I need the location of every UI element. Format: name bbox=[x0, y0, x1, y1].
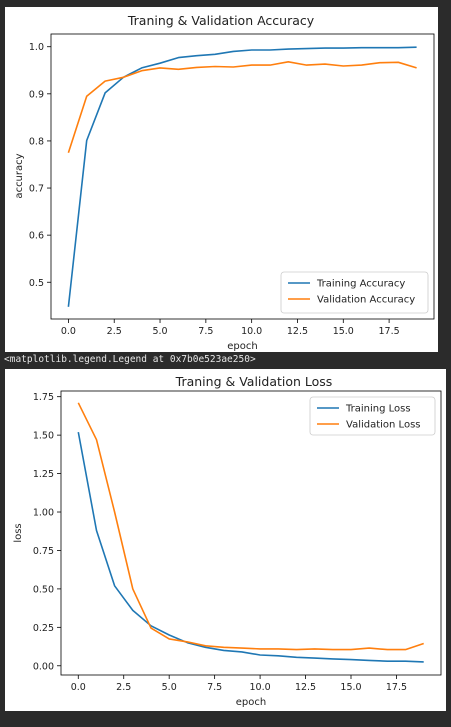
y-tick-label: 0.8 bbox=[29, 136, 44, 147]
x-tick-label: 7.5 bbox=[207, 682, 222, 693]
y-axis-label: accuracy bbox=[14, 153, 25, 198]
y-tick-label: 1.75 bbox=[33, 392, 54, 403]
legend: Training Accuracy Validation Accuracy bbox=[280, 271, 429, 314]
accuracy-figure: Traning & Validation Accuracy 0.0 2.5 5.0 7.… bbox=[5, 7, 438, 352]
y-tick-label: 0.7 bbox=[29, 184, 44, 195]
y-tick-label: 0.5 bbox=[29, 278, 44, 289]
y-tick-label: 0.9 bbox=[29, 89, 44, 100]
y-tick-label: 0.75 bbox=[33, 546, 54, 557]
x-tick-label: 12.5 bbox=[295, 682, 316, 693]
x-tick-label: 0.0 bbox=[61, 326, 76, 337]
x-tick-label: 5.0 bbox=[152, 326, 167, 337]
y-tick-label: 0.50 bbox=[33, 584, 54, 595]
x-tick-label: 0.0 bbox=[71, 682, 86, 693]
y-axis-label: loss bbox=[13, 523, 24, 542]
plot-frame bbox=[60, 390, 442, 676]
x-axis-label: epoch bbox=[227, 341, 257, 352]
x-tick-label: 7.5 bbox=[198, 326, 213, 337]
legend-box bbox=[280, 271, 429, 314]
series-line-validation-loss bbox=[77, 402, 424, 651]
x-tick-label: 15.0 bbox=[333, 326, 354, 337]
legend-label: Validation Accuracy bbox=[317, 295, 415, 306]
y-tick-label: 0.00 bbox=[33, 661, 54, 672]
y-tick-label: 1.0 bbox=[29, 42, 44, 53]
loss-chart: Traning & Validation Loss 0.0 2.5 5.0 7.5 10.… bbox=[13, 374, 442, 708]
legend-label: Training Loss bbox=[345, 404, 411, 415]
legend-label: Validation Loss bbox=[346, 420, 421, 431]
accuracy-chart: Traning & Validation Accuracy 0.0 2.5 5.0 7.… bbox=[14, 13, 435, 352]
series-line-training-accuracy bbox=[67, 46, 417, 307]
x-tick-label: 5.0 bbox=[162, 682, 177, 693]
x-tick-label: 17.5 bbox=[379, 326, 400, 337]
x-tick-label: 17.5 bbox=[386, 682, 407, 693]
x-tick-label: 2.5 bbox=[116, 682, 131, 693]
y-tick-label: 0.25 bbox=[33, 623, 54, 634]
chart-title: Traning & Validation Loss bbox=[175, 374, 333, 389]
y-tick-label: 1.25 bbox=[33, 469, 54, 480]
y-tick-label: 0.6 bbox=[29, 231, 44, 242]
loss-figure: Traning & Validation Loss 0.0 2.5 5.0 7.5 10.… bbox=[5, 369, 446, 711]
x-tick-label: 15.0 bbox=[340, 682, 361, 693]
series-line-validation-accuracy bbox=[67, 60, 417, 153]
x-tick-label: 12.5 bbox=[287, 326, 308, 337]
y-tick-label: 1.50 bbox=[33, 431, 54, 442]
series-line-training-loss bbox=[77, 431, 424, 663]
x-axis-label: epoch bbox=[236, 697, 266, 708]
legend-box bbox=[309, 396, 436, 436]
chart-title: Traning & Validation Accuracy bbox=[127, 13, 315, 28]
x-tick-label: 10.0 bbox=[250, 682, 271, 693]
legend: Training Loss Validation Loss bbox=[309, 396, 436, 436]
y-tick-label: 1.00 bbox=[33, 508, 54, 519]
x-tick-label: 2.5 bbox=[107, 326, 122, 337]
legend-label: Training Accuracy bbox=[316, 279, 405, 290]
console-output-line: <matplotlib.legend.Legend at 0x7b0e523ae… bbox=[4, 354, 256, 365]
plot-frame bbox=[50, 33, 435, 320]
x-tick-label: 10.0 bbox=[241, 326, 262, 337]
